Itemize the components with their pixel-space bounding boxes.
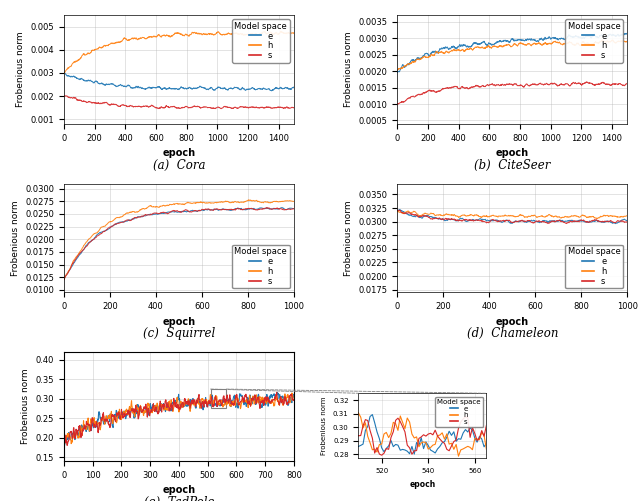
Text: (c)  Squirrel: (c) Squirrel xyxy=(143,327,215,340)
Bar xyxy=(211,389,227,408)
Legend: e, h, s: e, h, s xyxy=(565,244,623,288)
Legend: e, h, s: e, h, s xyxy=(232,19,290,63)
Text: (e)  TadPole: (e) TadPole xyxy=(144,495,214,501)
X-axis label: epoch: epoch xyxy=(496,317,529,327)
Text: (d)  Chameleon: (d) Chameleon xyxy=(467,327,558,340)
X-axis label: epoch: epoch xyxy=(409,479,436,488)
Y-axis label: Frobenious norm: Frobenious norm xyxy=(16,32,25,107)
X-axis label: epoch: epoch xyxy=(163,317,195,327)
Y-axis label: Frobenious norm: Frobenious norm xyxy=(21,369,30,444)
Legend: e, h, s: e, h, s xyxy=(565,19,623,63)
Y-axis label: Frobenious norm: Frobenious norm xyxy=(344,32,353,107)
X-axis label: epoch: epoch xyxy=(163,148,195,158)
Y-axis label: Frobenious norm: Frobenious norm xyxy=(344,200,353,276)
Legend: e, h, s: e, h, s xyxy=(435,397,483,427)
Y-axis label: Frobenious norm: Frobenious norm xyxy=(11,200,20,276)
Legend: e, h, s: e, h, s xyxy=(232,244,290,288)
X-axis label: epoch: epoch xyxy=(496,148,529,158)
Text: (b)  CiteSeer: (b) CiteSeer xyxy=(474,159,550,171)
Text: (a)  Cora: (a) Cora xyxy=(153,159,205,171)
Y-axis label: Frobenious norm: Frobenious norm xyxy=(321,397,328,455)
X-axis label: epoch: epoch xyxy=(163,485,195,495)
